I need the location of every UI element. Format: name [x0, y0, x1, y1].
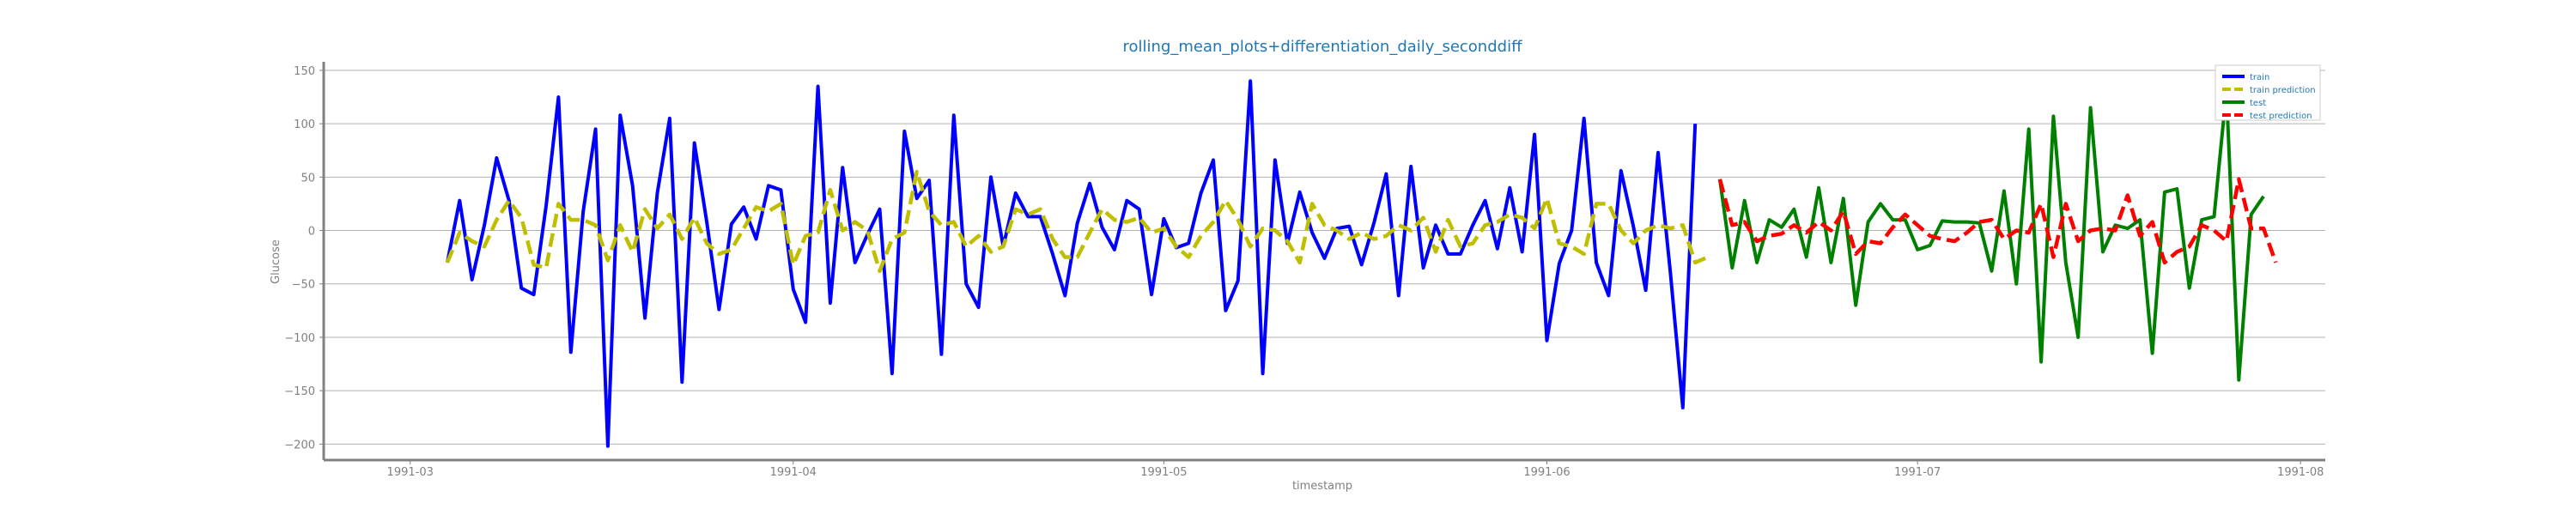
legend-label: test — [2250, 99, 2266, 108]
chart-title: rolling_mean_plots+differentiation_daily… — [1123, 38, 1523, 56]
y-tick-label: 50 — [301, 172, 315, 185]
legend-items: train train prediction test test prediction — [2222, 73, 2316, 121]
y-tick-label: −50 — [292, 279, 315, 292]
legend-label: train prediction — [2250, 86, 2316, 95]
x-tick-label: 1991-03 — [387, 466, 434, 479]
series-line-test — [1717, 88, 2265, 382]
legend-frame — [2215, 64, 2321, 121]
legend-label: train — [2250, 73, 2269, 82]
series-line-train-prediction — [445, 169, 1709, 274]
grid — [324, 70, 2325, 445]
y-tick-label: −100 — [284, 332, 315, 345]
x-tick-label: 1991-07 — [1894, 466, 1941, 479]
series-lines — [445, 79, 2278, 448]
x-axis-label: timestamp — [1292, 480, 1352, 493]
y-axis-label: Glucose — [270, 239, 283, 284]
x-tick-label: 1991-08 — [2277, 466, 2324, 479]
axes — [322, 62, 2325, 462]
y-ticks: 150 100 50 0 −50 −100 −150 −200 — [284, 65, 324, 451]
legend-label: test prediction — [2250, 112, 2312, 121]
y-tick-label: 0 — [308, 226, 315, 239]
y-tick-label: 100 — [294, 118, 315, 131]
series-line-test-prediction — [1717, 177, 2278, 265]
y-tick-label: −200 — [284, 439, 315, 451]
x-tick-label: 1991-04 — [770, 466, 817, 479]
series-line-train — [445, 79, 1698, 448]
legend: train train prediction test test prediction — [2215, 64, 2321, 121]
x-tick-label: 1991-06 — [1523, 466, 1570, 479]
x-ticks: 1991-03 1991-04 1991-05 1991-06 1991-07 1991-… — [387, 460, 2324, 479]
x-tick-label: 1991-05 — [1140, 466, 1187, 479]
y-tick-label: 150 — [294, 65, 315, 78]
y-tick-label: −150 — [284, 385, 315, 398]
